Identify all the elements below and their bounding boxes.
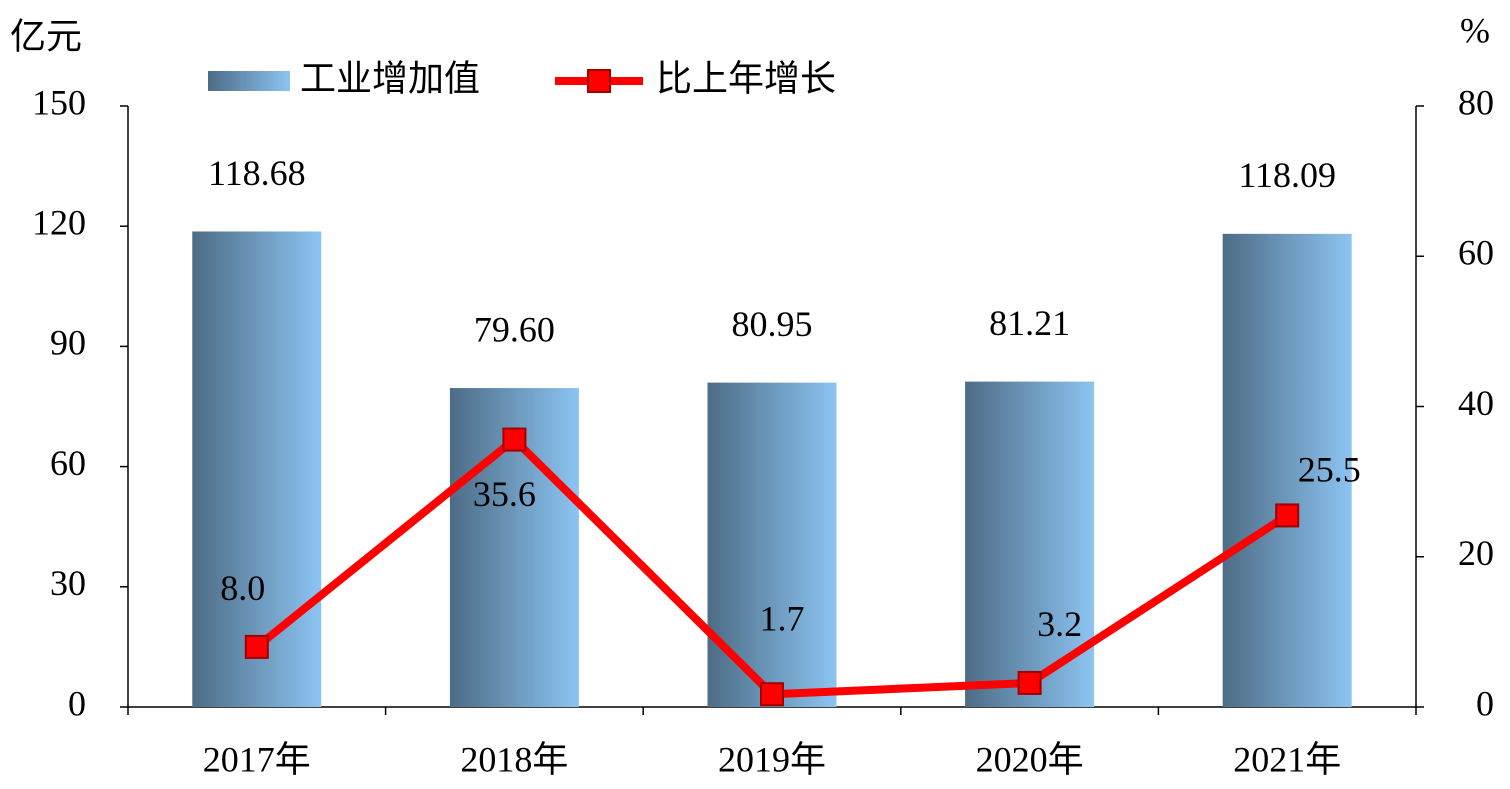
legend-label: 比上年增长 bbox=[656, 58, 836, 98]
bar-value-label: 80.95 bbox=[732, 304, 813, 344]
bar-shade bbox=[192, 231, 322, 707]
line-marker bbox=[1017, 670, 1042, 695]
legend-marker bbox=[587, 69, 611, 93]
bar-value-label: 79.60 bbox=[474, 309, 555, 349]
bar-shade bbox=[1222, 233, 1352, 708]
y2-tick-label: 40 bbox=[1458, 383, 1494, 423]
y-tick-label: 120 bbox=[32, 202, 86, 242]
y-tick-label: 0 bbox=[68, 683, 86, 723]
x-tick-label: 2017年 bbox=[203, 739, 311, 779]
x-tick-label: 2018年 bbox=[460, 739, 568, 779]
bar-value-label: 118.68 bbox=[208, 153, 306, 193]
y-axis-label: 亿元 bbox=[10, 16, 82, 56]
y-tick-label: 150 bbox=[32, 82, 86, 122]
y-tick-label: 30 bbox=[50, 563, 86, 603]
line-marker bbox=[244, 634, 269, 659]
x-tick-label: 2019年 bbox=[718, 739, 826, 779]
line-marker bbox=[1275, 503, 1300, 528]
y2-tick-label: 60 bbox=[1458, 233, 1494, 273]
line-value-label: 35.6 bbox=[473, 474, 536, 514]
line-value-label: 25.5 bbox=[1298, 450, 1361, 490]
y-tick-label: 60 bbox=[50, 443, 86, 483]
bar-value-label: 81.21 bbox=[989, 303, 1070, 343]
y-tick-label: 90 bbox=[50, 323, 86, 363]
bar-shade bbox=[707, 382, 837, 707]
y2-axis-label: % bbox=[1460, 10, 1490, 50]
line-value-label: 3.2 bbox=[1037, 604, 1082, 644]
legend-label: 工业增加值 bbox=[300, 58, 480, 98]
line-marker bbox=[760, 682, 784, 707]
legend-swatch-shade bbox=[208, 71, 290, 91]
line-value-label: 1.7 bbox=[760, 598, 805, 638]
x-tick-label: 2020年 bbox=[976, 739, 1084, 779]
line-value-label: 8.0 bbox=[220, 568, 265, 608]
y2-tick-label: 0 bbox=[1476, 683, 1494, 723]
bar-value-label: 118.09 bbox=[1238, 155, 1336, 195]
x-tick-label: 2021年 bbox=[1233, 739, 1341, 779]
y2-tick-label: 80 bbox=[1458, 82, 1494, 122]
y2-tick-label: 20 bbox=[1458, 533, 1494, 573]
line-marker bbox=[502, 427, 527, 452]
